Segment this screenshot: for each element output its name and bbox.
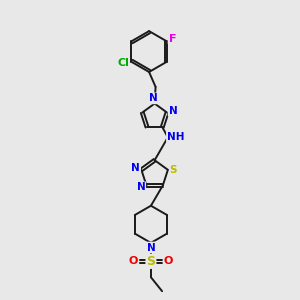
Text: F: F (169, 34, 176, 44)
Text: N: N (131, 163, 140, 173)
Text: O: O (129, 256, 138, 266)
Text: O: O (164, 256, 173, 266)
Text: N: N (136, 182, 145, 192)
Text: S: S (146, 255, 155, 268)
Text: N: N (147, 242, 155, 253)
Text: N: N (169, 106, 177, 116)
Text: N: N (149, 93, 158, 103)
Text: Cl: Cl (117, 58, 129, 68)
Text: S: S (170, 165, 177, 175)
Text: NH: NH (167, 132, 184, 142)
